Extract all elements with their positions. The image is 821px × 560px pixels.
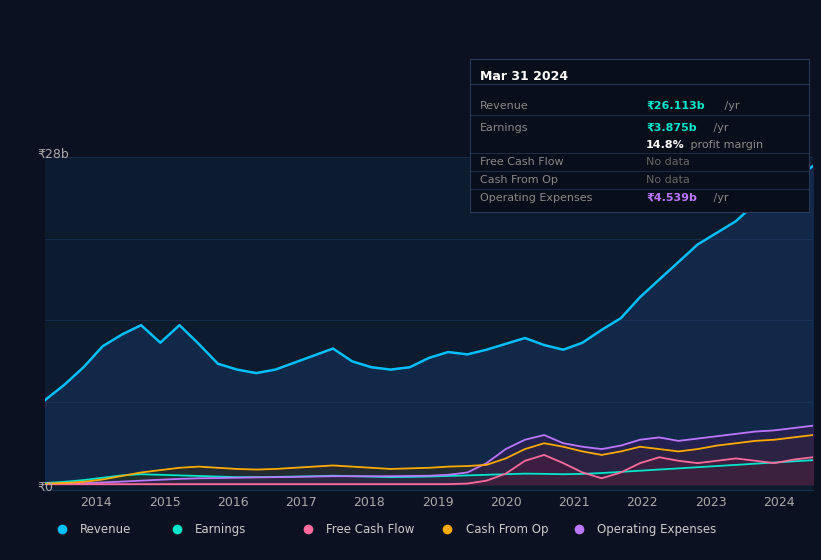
- Text: ₹28b: ₹28b: [37, 148, 69, 161]
- Text: Mar 31 2024: Mar 31 2024: [479, 70, 568, 83]
- Text: No data: No data: [646, 175, 690, 185]
- Text: ₹0: ₹0: [37, 480, 53, 493]
- Text: /yr: /yr: [710, 193, 729, 203]
- Text: ₹26.113b: ₹26.113b: [646, 101, 704, 111]
- Text: Free Cash Flow: Free Cash Flow: [479, 157, 563, 167]
- Text: Earnings: Earnings: [479, 123, 528, 133]
- Text: /yr: /yr: [721, 101, 739, 111]
- Text: Operating Expenses: Operating Expenses: [597, 523, 716, 536]
- Text: 14.8%: 14.8%: [646, 139, 685, 150]
- Text: Revenue: Revenue: [80, 523, 131, 536]
- Text: Free Cash Flow: Free Cash Flow: [326, 523, 415, 536]
- Text: ₹4.539b: ₹4.539b: [646, 193, 697, 203]
- Text: Cash From Op: Cash From Op: [479, 175, 557, 185]
- Text: /yr: /yr: [710, 123, 729, 133]
- Text: Operating Expenses: Operating Expenses: [479, 193, 592, 203]
- Text: Cash From Op: Cash From Op: [466, 523, 548, 536]
- Text: No data: No data: [646, 157, 690, 167]
- Text: Revenue: Revenue: [479, 101, 529, 111]
- Text: ₹3.875b: ₹3.875b: [646, 123, 696, 133]
- Text: Earnings: Earnings: [195, 523, 246, 536]
- Text: profit margin: profit margin: [686, 139, 763, 150]
